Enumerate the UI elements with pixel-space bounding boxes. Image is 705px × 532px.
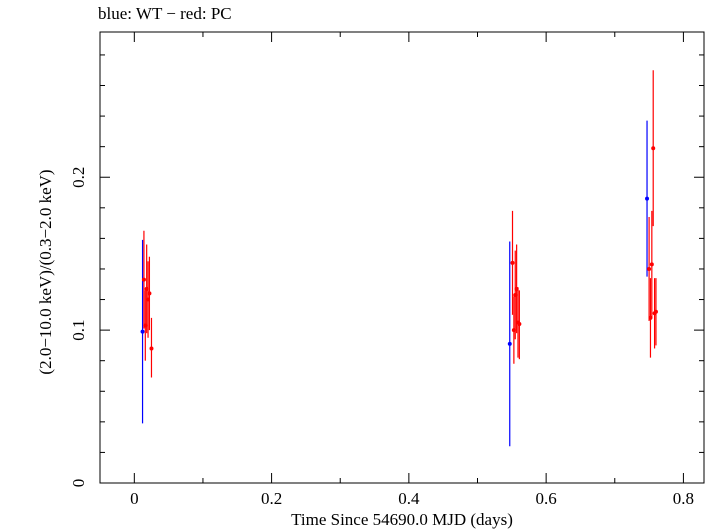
- data-point: [510, 260, 515, 265]
- chart-title: blue: WT − red: PC: [98, 4, 232, 23]
- data-point: [647, 266, 652, 271]
- axis-tick-labels: 0 0.2 0.4 0.6 0.8 0 0.1 0.2: [69, 167, 694, 508]
- data-marks: [140, 70, 658, 447]
- data-point: [517, 322, 522, 327]
- y-tick-label: 0: [69, 479, 88, 488]
- data-point: [141, 277, 146, 282]
- data-point: [140, 329, 145, 334]
- x-tick-label: 0.6: [536, 489, 557, 508]
- x-axis-label: Time Since 54690.0 MJD (days): [291, 510, 513, 529]
- y-axis-label: (2.0−10.0 keV)/(0.3−2.0 keV): [36, 169, 55, 375]
- y-tick-label: 0.2: [69, 167, 88, 188]
- data-point: [147, 291, 152, 296]
- data-point: [653, 309, 658, 314]
- data-point: [149, 346, 154, 351]
- x-tick-label: 0.8: [673, 489, 694, 508]
- data-point: [507, 341, 512, 346]
- data-point: [649, 262, 654, 267]
- x-tick-label: 0: [130, 489, 139, 508]
- x-tick-label: 0.2: [261, 489, 282, 508]
- data-point: [651, 146, 656, 151]
- data-point: [645, 196, 650, 201]
- axis-ticks: [100, 32, 704, 484]
- y-tick-label: 0.1: [69, 319, 88, 340]
- x-tick-label: 0.4: [398, 489, 420, 508]
- series-wt: [140, 120, 650, 447]
- series-pc: [141, 70, 658, 378]
- plot-frame: [99, 31, 705, 484]
